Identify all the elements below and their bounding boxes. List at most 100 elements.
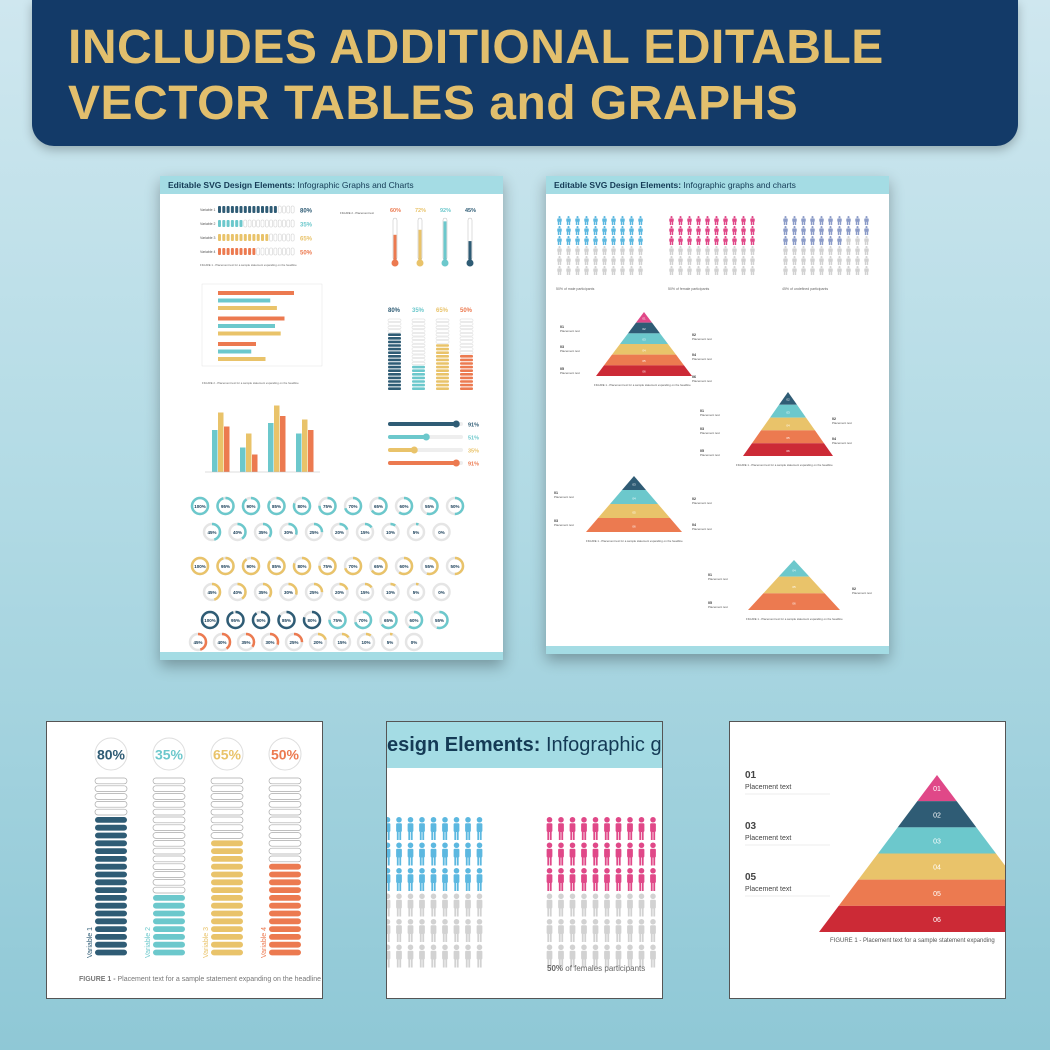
stack-segment [210, 816, 244, 824]
label-text: Placement text [852, 591, 872, 595]
stack-segment [388, 373, 401, 376]
person-icon [837, 256, 842, 265]
slider-knob [422, 433, 430, 441]
bar-segment [290, 233, 295, 242]
person-icon [855, 216, 860, 225]
person-icon-female [638, 944, 645, 968]
person-icon [810, 256, 815, 265]
person-icon [575, 216, 580, 225]
value-bubble [210, 737, 244, 771]
figure-caption: FIGURE 2 - Placement text for a sample s… [202, 381, 299, 385]
person-icon-male [453, 868, 460, 891]
stack-segment [460, 380, 473, 383]
bar-label: Variable 4 [200, 250, 216, 254]
person-icon [750, 256, 755, 265]
person-icon-female [627, 919, 633, 942]
person-icon [741, 236, 746, 245]
person-icon-male [453, 893, 460, 917]
stack-segment [412, 376, 425, 380]
pyramid-level-label: 03 [786, 411, 790, 415]
bar-segment [218, 220, 221, 227]
stack-segment [412, 383, 425, 387]
person-icon [566, 216, 571, 225]
pyramid-level-label: 02 [642, 327, 646, 331]
person-icon [669, 216, 674, 225]
stack-segment [268, 816, 302, 824]
slider-knob [452, 420, 460, 428]
person-icon-male [407, 944, 414, 968]
person-icon-female [604, 817, 610, 840]
person-icon-female [581, 944, 587, 968]
label-number: 05 [560, 367, 564, 371]
slider-fill [388, 422, 457, 426]
page-2-footer-bar [546, 646, 889, 654]
stack-segment [268, 793, 302, 800]
stack-segment [411, 326, 426, 329]
ring-value: 85% [272, 564, 281, 569]
person-icon-female [546, 817, 553, 840]
stack-segment [388, 380, 401, 383]
ring-value: 95% [231, 618, 240, 623]
stack-segment [460, 362, 473, 365]
ring-value: 5% [387, 640, 394, 645]
bar-segment [243, 234, 247, 241]
person-icon [741, 246, 746, 255]
person-icon [837, 236, 842, 245]
label-number: 05 [708, 601, 712, 605]
ring-arc [404, 610, 424, 630]
pyramid-level-label: 03 [632, 483, 636, 487]
pyramid-level-label: 04 [632, 497, 636, 501]
stack-segment [210, 793, 244, 800]
person-icon [566, 266, 571, 275]
person-icon [846, 256, 851, 265]
person-icon [801, 226, 806, 235]
pyramid-level-label: 01 [933, 786, 941, 793]
person-icon [837, 226, 842, 235]
ring-arc [190, 556, 210, 576]
stack-segment [268, 777, 302, 785]
person-icon [629, 236, 634, 245]
label-number: 01 [554, 491, 558, 495]
person-icon [611, 216, 616, 225]
ring-value: 70% [358, 618, 367, 623]
stack-segment [435, 336, 450, 340]
bar-value: 65% [300, 237, 313, 243]
page-1-footer-bar [160, 652, 503, 660]
person-icon [696, 216, 701, 225]
bar-label: Variable 3 [200, 236, 216, 240]
stack-segment [95, 871, 127, 878]
pictogram-caption: 50% of female participants [668, 287, 709, 291]
person-icon [669, 226, 674, 235]
stack-segment [152, 840, 186, 847]
ring-arc [304, 582, 324, 602]
stack-value: 50% [460, 308, 473, 314]
person-icon-female [615, 842, 622, 866]
thermo-value: 45% [465, 208, 476, 214]
person-icon [602, 236, 607, 245]
stack-segment [411, 358, 426, 362]
person-icon [566, 256, 571, 265]
stack-segment [268, 808, 302, 816]
banner-line-2: VECTOR TABLES and GRAPHS [68, 77, 799, 130]
ring-value: 35% [241, 640, 250, 645]
person-icon-female [627, 944, 633, 968]
pyramid-level [779, 392, 797, 405]
pyramid-level [838, 879, 1005, 906]
label-text: Placement text [692, 501, 712, 505]
label-text: Placement text [708, 577, 728, 581]
stack-segment [388, 387, 401, 390]
person-icon-male [419, 817, 425, 840]
person-icon [584, 236, 589, 245]
person-icon [557, 226, 562, 235]
slider-value: 91% [468, 462, 479, 468]
ring-arc [279, 582, 298, 602]
bar-segment [265, 206, 269, 213]
stack-segment [95, 918, 127, 925]
person-icon-male [396, 944, 402, 968]
stack-segment [211, 856, 243, 862]
person-icon [837, 266, 842, 275]
stack-segment [95, 941, 127, 948]
stack-segment [459, 318, 474, 322]
person-icon-female [558, 868, 564, 891]
bar-segment [282, 233, 286, 242]
